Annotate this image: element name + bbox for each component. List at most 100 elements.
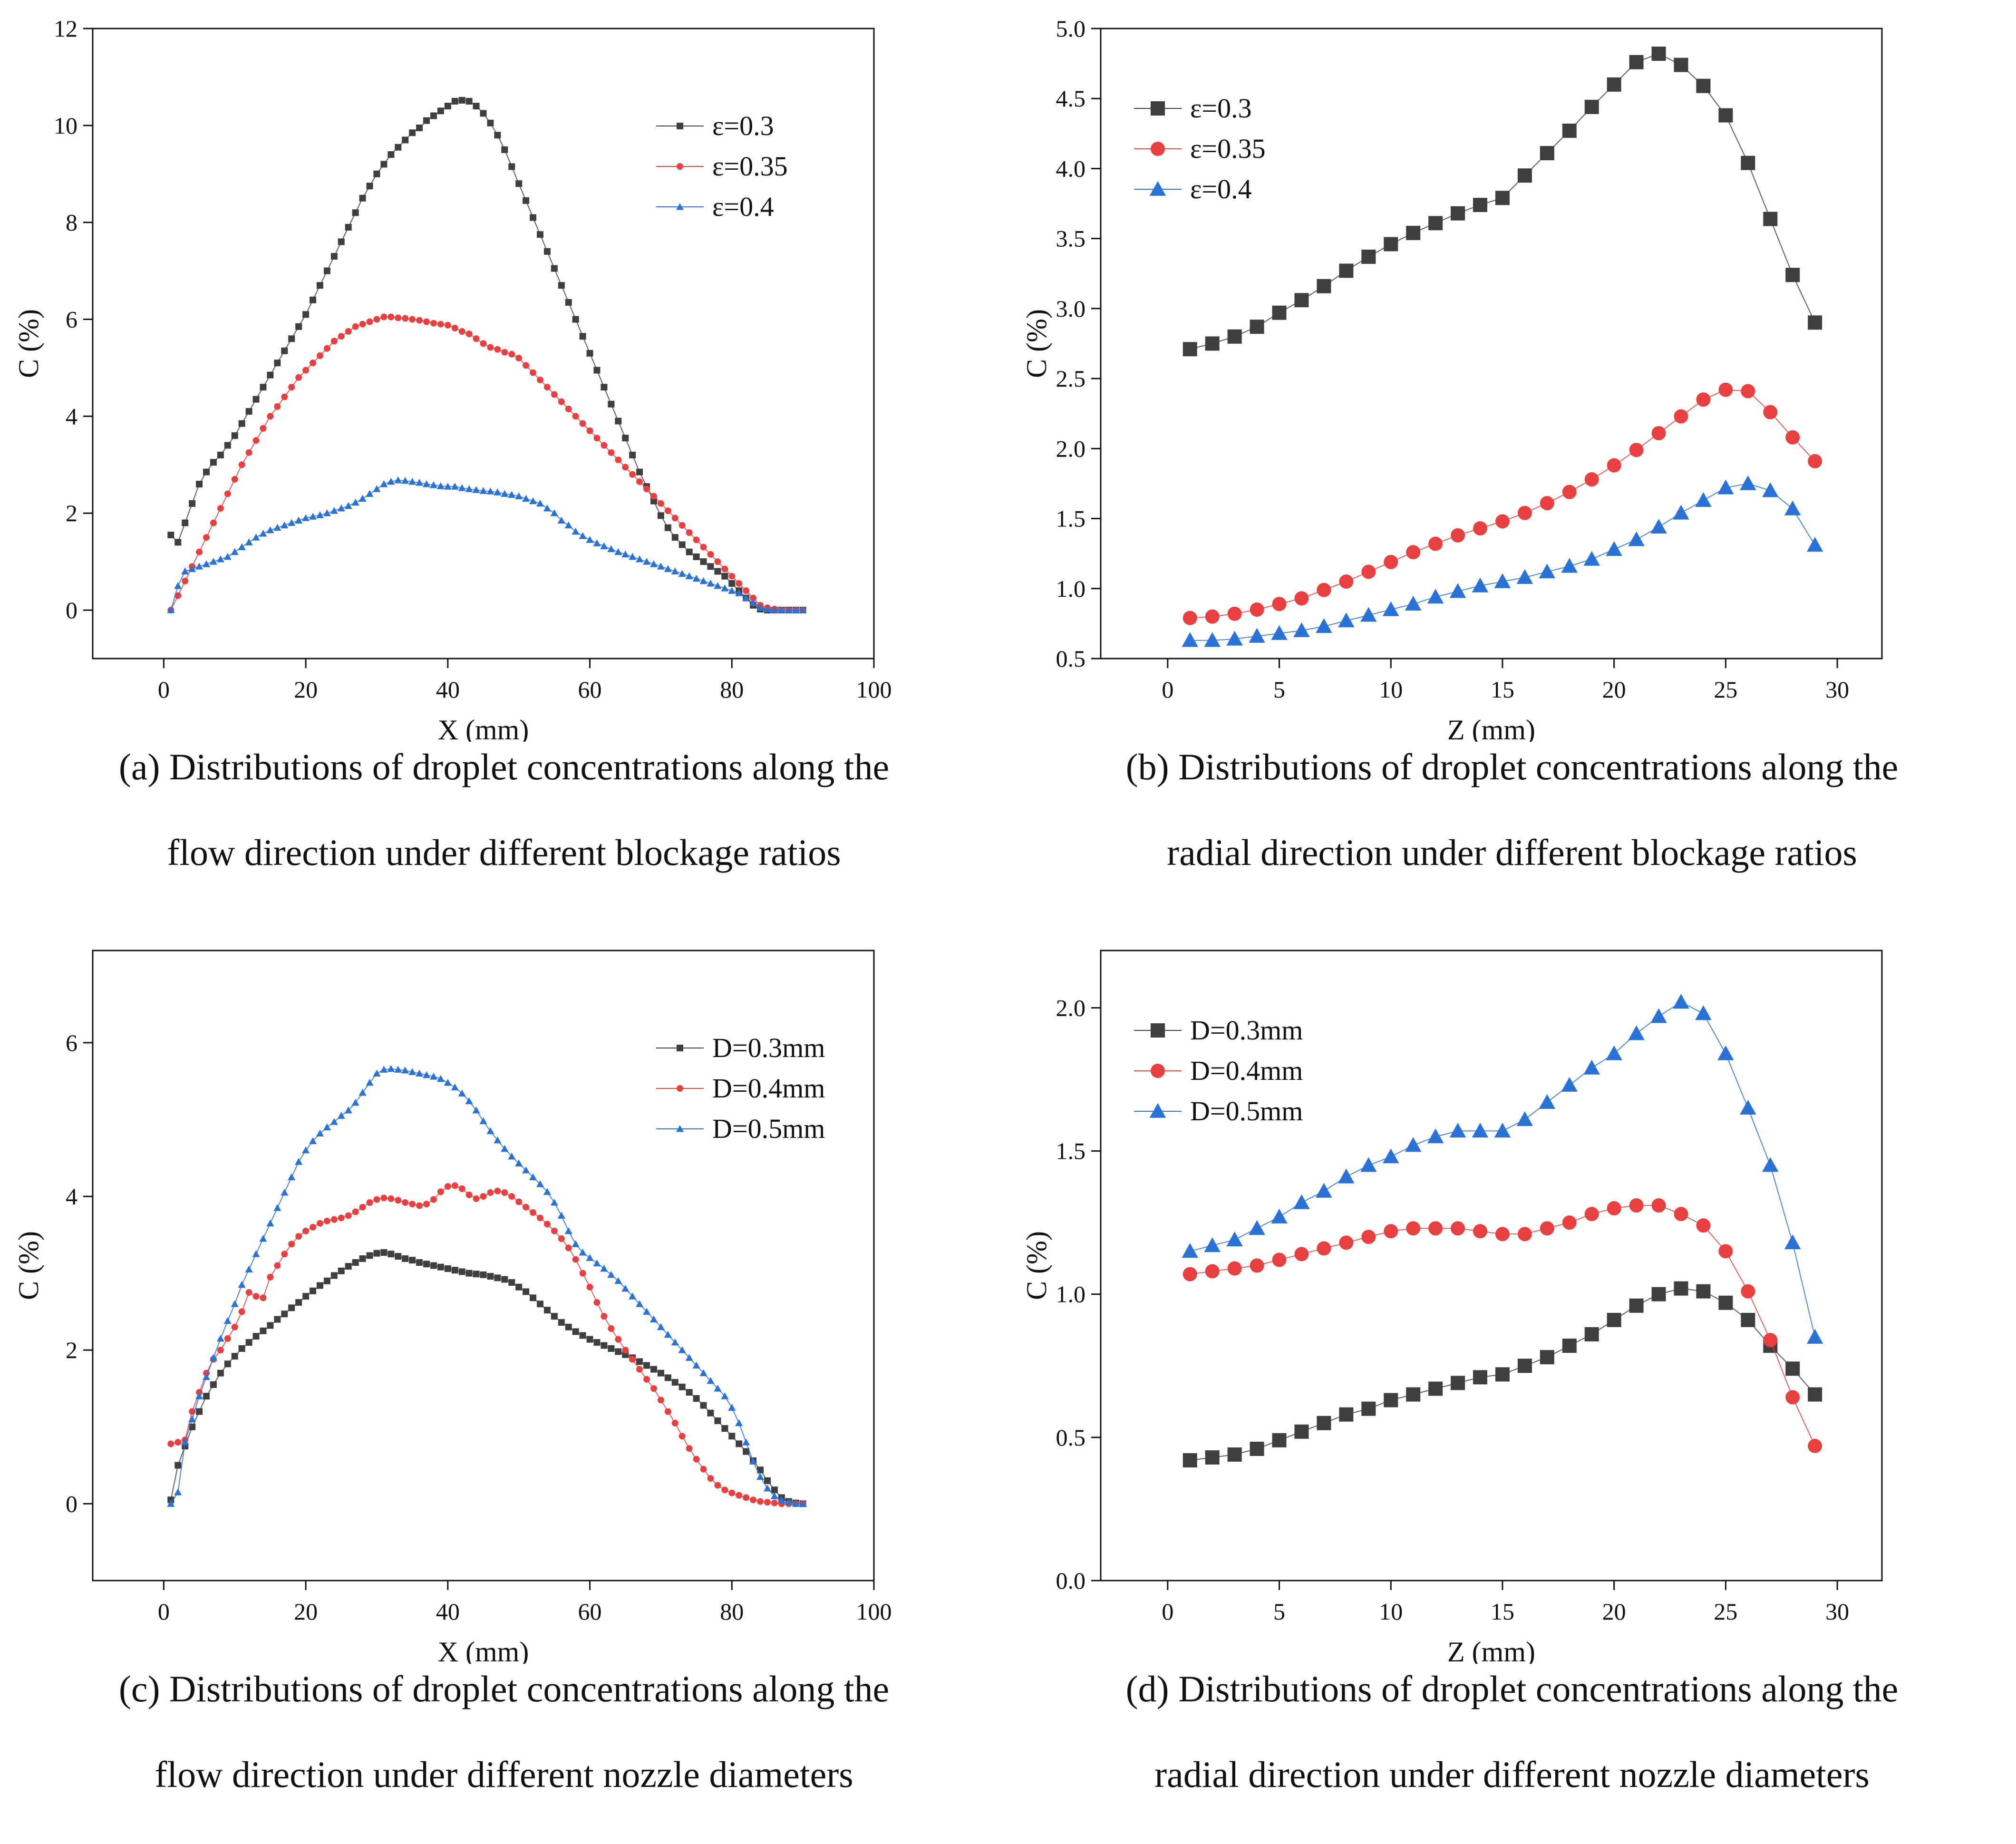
data-point-d-1 [1227, 1261, 1242, 1276]
data-point-b-1 [1272, 597, 1287, 611]
data-point-c-1 [444, 1183, 451, 1190]
data-point-d-1 [1317, 1241, 1331, 1256]
data-point-c-2 [416, 1069, 424, 1077]
data-point-c-2 [167, 1500, 175, 1507]
data-point-a-2 [373, 485, 381, 492]
chart-panel-c: 0 20 40 60 80 100 0 2 4 6 X (mm) C (%) D=0.3mm D=0.4m… [0, 922, 1008, 1795]
data-point-d-1 [1294, 1247, 1309, 1262]
data-point-a-2 [216, 555, 224, 563]
chart-panel-d: 0 5 10 15 20 25 30 0.0 0.5 1.0 1.5 2.0 Z (mm) C (%) D=… [1008, 922, 2016, 1795]
data-point-c-0 [586, 1336, 593, 1343]
data-point-c-0 [224, 1360, 231, 1368]
data-point-a-0 [338, 238, 345, 245]
legend-marker-a-2 [676, 203, 684, 210]
data-point-a-1 [203, 534, 210, 541]
data-point-d-0 [1718, 1295, 1733, 1310]
data-point-a-1 [536, 376, 543, 383]
data-point-c-1 [586, 1283, 593, 1291]
data-point-a-0 [380, 161, 388, 168]
caption-b-line1: (b) Distributions of droplet concentrati… [1125, 746, 1899, 787]
data-point-b-1 [1808, 454, 1822, 468]
data-point-c-1 [601, 1313, 608, 1320]
data-point-c-2 [529, 1173, 537, 1181]
data-point-c-1 [508, 1193, 515, 1200]
data-point-c-2 [629, 1292, 637, 1300]
data-point-c-0 [451, 1267, 458, 1274]
data-point-b-0 [1517, 168, 1532, 183]
data-point-b-2 [1628, 531, 1645, 546]
data-point-a-0 [359, 194, 366, 202]
data-point-d-1 [1808, 1438, 1822, 1453]
x-tick-label: 25 [1714, 1598, 1737, 1625]
data-point-b-0 [1607, 77, 1621, 92]
data-point-b-1 [1562, 485, 1577, 499]
data-point-a-0 [501, 146, 508, 153]
data-point-a-2 [614, 548, 622, 555]
data-point-d-0 [1473, 1370, 1488, 1385]
data-point-a-1 [693, 536, 700, 543]
data-point-c-2 [429, 1072, 437, 1080]
data-point-b-2 [1516, 569, 1533, 584]
legend-label-b-1: ε=0.35 [1190, 133, 1266, 164]
data-point-c-0 [636, 1358, 643, 1365]
data-point-a-2 [557, 516, 565, 524]
data-point-b-2 [1539, 563, 1556, 579]
data-point-c-1 [402, 1199, 409, 1206]
data-point-c-1 [515, 1198, 523, 1205]
data-point-a-0 [629, 451, 636, 458]
data-point-c-1 [743, 1494, 750, 1501]
data-point-a-0 [693, 553, 700, 560]
data-point-c-0 [203, 1393, 210, 1400]
chart-b: 0 5 10 15 20 25 30 0.5 1.0 1.5 2.0 2.5 3.0 3.5 4.0 4.5 5… [1021, 15, 1883, 742]
data-point-a-1 [615, 456, 622, 464]
data-point-c-2 [238, 1281, 246, 1288]
data-point-a-2 [188, 565, 196, 572]
data-point-d-1 [1741, 1284, 1755, 1299]
data-point-c-0 [565, 1323, 572, 1330]
data-point-c-2 [465, 1097, 473, 1105]
data-point-a-2 [494, 488, 502, 495]
data-point-c-0 [416, 1259, 423, 1266]
data-point-a-1 [281, 393, 288, 400]
plot-frame [1100, 28, 1883, 660]
data-point-a-0 [210, 459, 217, 466]
data-point-a-1 [345, 328, 352, 335]
data-point-a-0 [330, 253, 338, 260]
data-point-c-1 [757, 1498, 764, 1505]
data-point-d-2 [1650, 1008, 1667, 1023]
data-point-c-1 [231, 1323, 238, 1330]
data-point-c-1 [657, 1397, 664, 1404]
data-point-a-1 [686, 529, 693, 536]
data-point-c-2 [195, 1392, 204, 1399]
data-point-c-2 [735, 1419, 743, 1427]
y-tick-label: 10 [54, 112, 78, 139]
data-point-a-2 [678, 570, 686, 577]
y-tick-label: 2 [66, 500, 78, 526]
data-point-c-2 [607, 1271, 615, 1278]
data-point-c-0 [473, 1271, 480, 1278]
data-point-a-1 [465, 330, 473, 338]
data-point-c-0 [487, 1273, 494, 1280]
data-point-b-1 [1317, 582, 1331, 597]
data-point-c-1 [323, 1217, 330, 1224]
y-tick-label: 5.0 [1056, 15, 1086, 42]
data-point-b-2 [1561, 558, 1578, 573]
data-point-d-0 [1182, 1453, 1197, 1468]
data-point-a-1 [480, 340, 487, 347]
data-point-c-0 [210, 1381, 217, 1388]
data-point-a-0 [267, 371, 274, 379]
data-point-c-0 [338, 1267, 345, 1274]
data-point-c-2 [394, 1066, 402, 1073]
data-point-a-2 [799, 606, 807, 613]
data-point-a-1 [316, 352, 323, 359]
data-point-b-0 [1250, 320, 1264, 334]
data-point-a-2 [607, 545, 615, 553]
data-point-c-1 [736, 1492, 743, 1499]
data-point-c-2 [380, 1066, 388, 1073]
data-point-a-2 [458, 484, 466, 491]
data-point-c-1 [316, 1220, 323, 1227]
data-point-a-0 [224, 442, 231, 449]
data-point-c-0 [494, 1274, 501, 1281]
data-point-a-2 [351, 498, 359, 506]
data-point-a-1 [451, 324, 458, 331]
